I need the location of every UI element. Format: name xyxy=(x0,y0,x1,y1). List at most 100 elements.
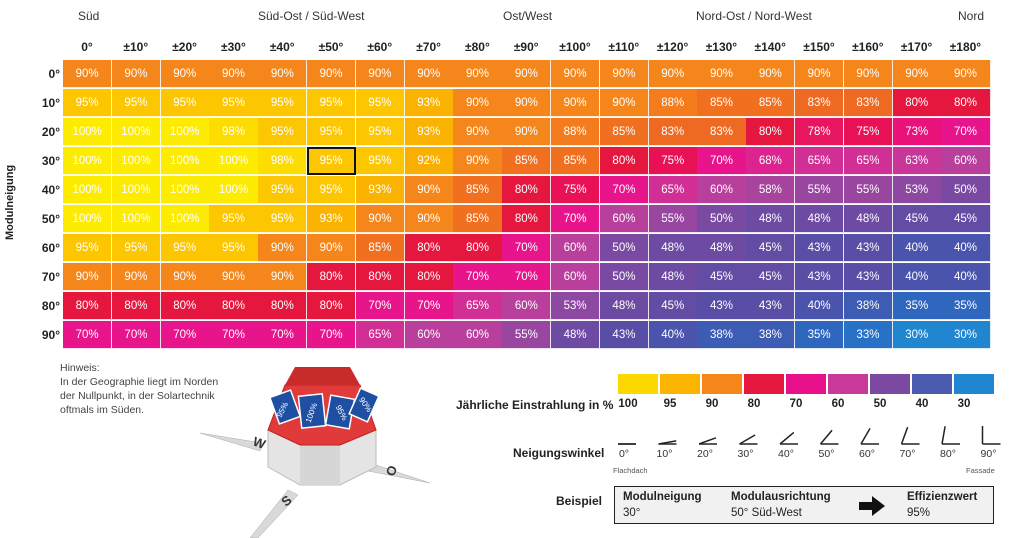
heatmap-cell: 95% xyxy=(307,176,357,204)
roof-top xyxy=(285,367,360,385)
heatmap-cell: 33% xyxy=(843,321,894,349)
column-header: 0° xyxy=(81,40,93,54)
heatmap-cell: 70% xyxy=(599,176,650,204)
heatmap-cell: 65% xyxy=(795,147,845,175)
heatmap-cell: 80% xyxy=(355,263,406,291)
heatmap-cell: 95% xyxy=(111,234,162,262)
angle-icon xyxy=(941,426,960,445)
heatmap-cell: 95% xyxy=(258,118,308,146)
direction-nord: Nord xyxy=(958,9,985,23)
heatmap-cell: 88% xyxy=(648,89,698,117)
row-header: 70° xyxy=(41,270,60,284)
legend-swatch xyxy=(870,374,910,394)
heatmap-cell: 40% xyxy=(941,263,991,291)
heatmap-cell: 60% xyxy=(599,205,650,233)
note-line: In der Geographie liegt im Norden xyxy=(60,376,219,388)
heatmap-cell: 100% xyxy=(111,205,162,233)
column-header: ±150° xyxy=(803,40,835,54)
heatmap-cell: 90% xyxy=(453,89,503,117)
heatmap-cell: 73% xyxy=(892,118,942,146)
legend-swatch xyxy=(954,374,994,394)
heatmap-cell: 100% xyxy=(111,176,162,204)
heatmap-cell: 80% xyxy=(258,292,308,320)
heatmap-cell: 90% xyxy=(63,263,113,291)
heatmap-cell: 95% xyxy=(355,118,406,146)
note-line: der Nullpunkt, in der Solartechnik xyxy=(60,390,215,402)
heatmap-cell: 43% xyxy=(746,292,796,320)
heatmap-cell: 98% xyxy=(209,118,259,146)
heatmap-cell: 60% xyxy=(551,263,601,291)
heatmap-cell: 48% xyxy=(648,263,698,291)
legend-value: 60 xyxy=(831,398,845,410)
heatmap-cell: 43% xyxy=(843,234,894,262)
example-tilt-label: Modulneigung xyxy=(623,491,702,503)
heatmap-cell: 90% xyxy=(307,60,357,88)
heatmap-cell: 80% xyxy=(111,292,162,320)
column-header: ±50° xyxy=(318,40,344,54)
column-header: ±130° xyxy=(705,40,738,54)
compass-w: W xyxy=(251,434,268,453)
heatmap-cell: 80% xyxy=(746,118,796,146)
heatmap-cell: 83% xyxy=(648,118,698,146)
heatmap-cell: 95% xyxy=(307,118,357,146)
heatmap-cell: 45% xyxy=(746,263,796,291)
heatmap-cell: 80% xyxy=(892,89,942,117)
heatmap-cell: 50% xyxy=(941,176,991,204)
heatmap-cell: 90% xyxy=(892,60,942,88)
heatmap-cell: 48% xyxy=(551,321,601,349)
row-header: 40° xyxy=(41,183,60,197)
heatmap-cell: 43% xyxy=(843,263,894,291)
building-front xyxy=(300,443,340,485)
heatmap-cell: 90% xyxy=(111,263,162,291)
heatmap-cell: 90% xyxy=(160,60,210,88)
note-line: oftmals im Süden. xyxy=(60,404,145,416)
heatmap-cell: 40% xyxy=(892,234,942,262)
example-tilt-value: 30° xyxy=(623,507,641,519)
heatmap-cell: 88% xyxy=(551,118,601,146)
arrow-right-icon xyxy=(859,496,885,516)
column-header: ±10° xyxy=(123,40,149,54)
heatmap-cell: 90% xyxy=(502,60,552,88)
heatmap-cell: 48% xyxy=(795,205,845,233)
heatmap-cell: 60% xyxy=(697,176,747,204)
example-title: Beispiel xyxy=(556,494,603,508)
column-header: ±60° xyxy=(367,40,393,54)
heatmap-cell: 93% xyxy=(307,205,357,233)
note: Hinweis: In der Geographie liegt im Nord… xyxy=(60,361,250,417)
angle-label: 10° xyxy=(656,448,673,460)
direction-suedost-suedwest: Süd-Ost / Süd-West xyxy=(258,9,365,23)
angle-icon xyxy=(860,428,879,445)
column-header: ±160° xyxy=(852,40,884,54)
angle-label: 60° xyxy=(859,448,875,460)
heatmap-cell: 90% xyxy=(111,60,162,88)
heatmap-cell: 55% xyxy=(843,176,894,204)
column-header: ±20° xyxy=(172,40,197,54)
heatmap-cell: 80% xyxy=(307,292,357,320)
heatmap-cell: 45% xyxy=(746,234,796,262)
heatmap-cell: 60% xyxy=(941,147,991,175)
legend-value: 90 xyxy=(705,398,719,410)
heatmap-cell: 38% xyxy=(746,321,796,349)
heatmap-cell: 70% xyxy=(355,292,406,320)
column-header: ±170° xyxy=(900,40,933,54)
heatmap-cell: 90% xyxy=(258,234,308,262)
heatmap-cell: 35% xyxy=(892,292,942,320)
west-needle xyxy=(199,432,263,452)
heatmap-cell: 100% xyxy=(160,176,210,204)
row-header: 50° xyxy=(41,212,60,226)
heatmap-cell: 90% xyxy=(941,60,991,88)
heatmap-cell: 43% xyxy=(599,321,650,349)
heatmap-cell: 40% xyxy=(892,263,942,291)
legend-value: 40 xyxy=(915,398,929,410)
panel-east xyxy=(348,387,380,423)
heatmap-cell: 90% xyxy=(355,205,406,233)
heatmap-cell: 65% xyxy=(355,321,406,349)
heatmap-cell: 38% xyxy=(697,321,747,349)
heatmap-cell: 70% xyxy=(941,118,991,146)
angle-icon xyxy=(981,426,1001,445)
legend-title: Jährliche Einstrahlung in % xyxy=(456,398,614,412)
heatmap-cell: 90% xyxy=(697,60,747,88)
legend-value: 95 xyxy=(663,398,677,410)
heatmap-cell: 85% xyxy=(453,205,503,233)
row-header: 0° xyxy=(48,67,60,81)
